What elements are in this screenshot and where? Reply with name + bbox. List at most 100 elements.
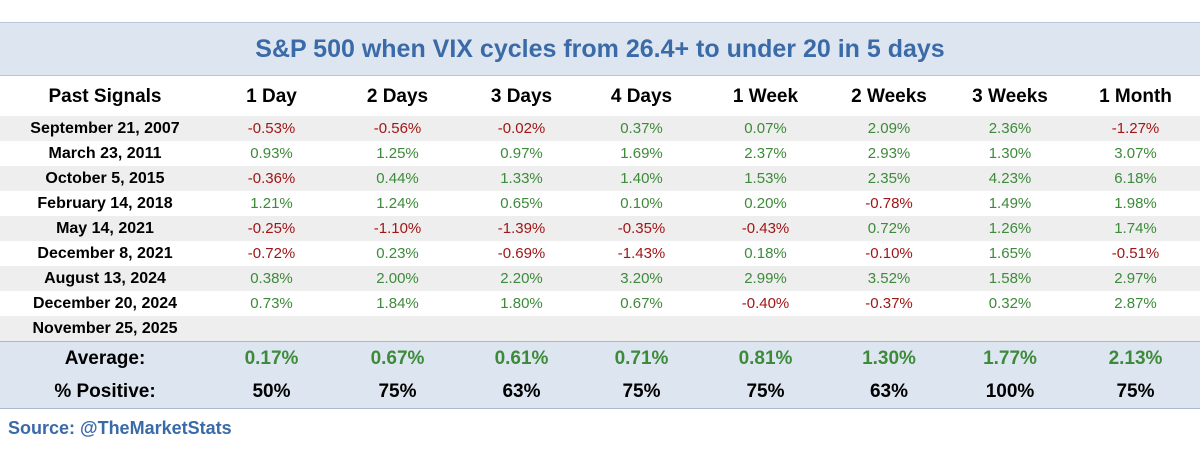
return-cell: 0.65% [500, 195, 543, 212]
return-cell: 1.30% [988, 145, 1032, 162]
return-cell: 1.80% [500, 295, 543, 312]
average-value: 0.61% [494, 347, 549, 369]
column-header: Past Signals [48, 86, 162, 107]
return-cell: 0.10% [620, 195, 663, 212]
return-cell: 2.09% [829, 116, 949, 141]
signal-date: August 13, 2024 [0, 266, 210, 291]
return-cell: 2.00% [333, 266, 462, 291]
percent-positive-value: 75% [378, 380, 417, 402]
percent-positive-value: 75% [746, 380, 785, 402]
signal-date: September 21, 2007 [0, 116, 210, 141]
return-cell: -0.72% [247, 245, 296, 262]
average-value: 2.13% [1108, 347, 1163, 369]
return-cell: 0.20% [744, 195, 787, 212]
signal-date: December 20, 2024 [32, 294, 178, 312]
average-value: 0.71% [614, 347, 669, 369]
return-cell: 0.73% [250, 295, 293, 312]
percent-positive-value: 63% [502, 380, 541, 402]
column-header: 1 Week [732, 86, 799, 107]
return-cell: 0.18% [744, 245, 787, 262]
percent-positive-value: 75% [622, 380, 661, 402]
return-cell: 0.67% [620, 295, 663, 312]
table-title: S&P 500 when VIX cycles from 26.4+ to un… [255, 34, 945, 63]
return-cell: 0.72% [829, 216, 949, 241]
return-cell: -0.10% [865, 245, 913, 262]
average-value: 0.81% [738, 347, 793, 369]
column-header: 1 Month [1099, 86, 1172, 107]
return-cell: 1.98% [1114, 195, 1157, 212]
return-cell: 6.18% [1071, 166, 1200, 191]
percent-positive-value: 63% [869, 380, 909, 402]
percent-positive-value: 100% [985, 380, 1035, 402]
return-cell: 1.40% [581, 166, 702, 191]
signal-date: October 5, 2015 [0, 166, 210, 191]
return-cell: 0.32% [988, 295, 1032, 312]
return-cell: -0.40% [741, 295, 790, 312]
average-value: 0.17% [244, 347, 299, 369]
column-header: 2 Weeks [851, 86, 927, 107]
signal-date: November 25, 2025 [0, 316, 210, 341]
return-cell: 2.37% [744, 145, 787, 162]
average-label: Average: [64, 347, 146, 369]
return-cell [829, 316, 949, 341]
average-value: 1.30% [862, 347, 916, 369]
return-cell: -1.43% [617, 245, 666, 262]
return-cell [702, 316, 829, 341]
signal-date: March 23, 2011 [48, 144, 162, 162]
return-cell: 1.74% [1071, 216, 1200, 241]
return-cell: 2.97% [1071, 266, 1200, 291]
return-cell [581, 316, 702, 341]
average-value: 1.77% [983, 347, 1037, 369]
return-cell: 1.49% [988, 195, 1032, 212]
return-cell: 2.93% [867, 145, 911, 162]
signal-date: December 8, 2021 [37, 244, 173, 262]
column-header: 2 Days [366, 86, 429, 107]
return-cell: -1.39% [462, 216, 581, 241]
signal-date: May 14, 2021 [0, 216, 210, 241]
percent-positive-value: 50% [252, 380, 291, 402]
return-cell [333, 316, 462, 341]
return-cell: 1.25% [376, 145, 419, 162]
table-title-bar: S&P 500 when VIX cycles from 26.4+ to un… [0, 22, 1200, 76]
return-cell: -0.43% [702, 216, 829, 241]
return-cell [949, 316, 1071, 341]
source-credit: Source: @TheMarketStats [8, 418, 232, 438]
return-cell: 0.38% [210, 266, 333, 291]
summary-block: Average: 0.17% 0.67% 0.61% 0.71% 0.81% 1.30% 1.… [0, 341, 1200, 409]
return-cell: 3.20% [581, 266, 702, 291]
return-cell [1071, 316, 1200, 341]
return-cell: 2.36% [949, 116, 1071, 141]
return-cell: -0.35% [581, 216, 702, 241]
return-cell: 0.44% [333, 166, 462, 191]
return-cell: 1.69% [620, 145, 663, 162]
column-header: 1 Day [246, 86, 297, 107]
return-cell: -0.02% [462, 116, 581, 141]
return-cell: -0.53% [210, 116, 333, 141]
return-cell: 0.93% [250, 145, 293, 162]
column-header: 4 Days [610, 86, 673, 107]
percent-positive-label: % Positive: [54, 380, 156, 402]
return-cell: 1.65% [988, 245, 1032, 262]
return-cell [462, 316, 581, 341]
return-cell: 2.87% [1114, 295, 1157, 312]
return-cell: -0.25% [210, 216, 333, 241]
return-cell: 0.37% [581, 116, 702, 141]
return-cell: 1.53% [702, 166, 829, 191]
return-cell: -0.37% [865, 295, 913, 312]
return-cell [210, 316, 333, 341]
return-cell: -0.36% [210, 166, 333, 191]
return-cell: 3.07% [1114, 145, 1157, 162]
return-cell: 1.33% [462, 166, 581, 191]
return-cell: -0.51% [1111, 245, 1160, 262]
table-grid: Past Signals 1 Day 2 Days 3 Days 4 Days 1 Wee… [0, 76, 1200, 409]
return-cell: 1.21% [250, 195, 293, 212]
signal-date: February 14, 2018 [37, 194, 173, 212]
return-cell: -0.69% [497, 245, 546, 262]
return-cell: 2.35% [829, 166, 949, 191]
column-header: 3 Weeks [972, 86, 1048, 107]
return-cell: 1.84% [376, 295, 419, 312]
return-cell: 4.23% [949, 166, 1071, 191]
percent-positive-value: 75% [1116, 380, 1155, 402]
return-cell: 2.99% [702, 266, 829, 291]
return-cell: -1.27% [1071, 116, 1200, 141]
